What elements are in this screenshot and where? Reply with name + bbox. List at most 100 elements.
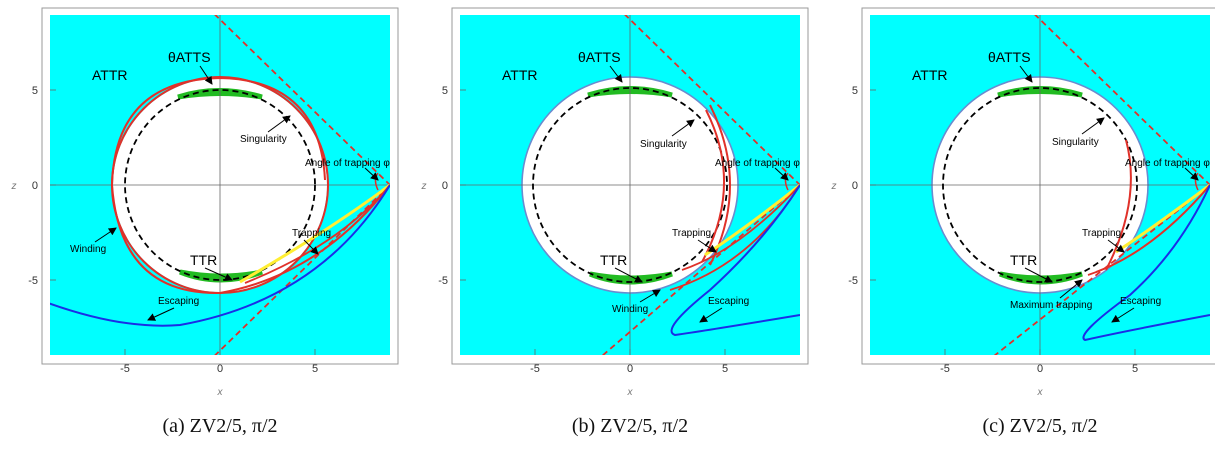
frame-outer bbox=[451, 7, 809, 365]
x-tick-label: 0 bbox=[627, 363, 633, 375]
singularity-circle bbox=[124, 89, 316, 281]
max-trapping-orbit bbox=[1087, 184, 1210, 276]
escaping-orbit bbox=[50, 184, 390, 327]
plot-b: -5 0 5 5 0 -5 x z ATTR θATTS Singularity… bbox=[421, 7, 809, 398]
z-tick-label: 0 bbox=[32, 180, 38, 192]
label-theta-atts: θATTS bbox=[578, 49, 621, 65]
z-tick-label: -5 bbox=[438, 275, 448, 287]
z-tick-label: 5 bbox=[442, 85, 448, 97]
label-attr: ATTR bbox=[912, 67, 948, 83]
trapping-line-upper bbox=[624, 15, 800, 186]
x-axis-label: x bbox=[627, 387, 634, 398]
caption-c: (c) ZV2/5, π/2 bbox=[982, 415, 1098, 437]
ticks bbox=[50, 89, 316, 355]
label-theta-atts: θATTS bbox=[988, 49, 1031, 65]
x-tick-label: -5 bbox=[940, 363, 950, 375]
arrow-winding bbox=[94, 227, 117, 243]
arrow-theta-atts bbox=[1019, 65, 1033, 83]
label-attr: ATTR bbox=[502, 67, 538, 83]
arrow-escaping bbox=[147, 307, 175, 321]
escaping-orbit bbox=[1082, 184, 1210, 342]
trapping-line-lower bbox=[601, 184, 800, 355]
label-ttr: TTR bbox=[600, 252, 627, 268]
trapping-line-upper bbox=[1034, 15, 1210, 186]
x-tick-label: 0 bbox=[1037, 363, 1043, 375]
arrow-angle bbox=[364, 167, 379, 181]
trapping-arc-inner bbox=[701, 109, 726, 263]
arrow-theta-atts bbox=[609, 65, 623, 83]
label-escaping: Escaping bbox=[158, 296, 199, 307]
z-axis-label: z bbox=[421, 181, 427, 192]
label-escaping: Escaping bbox=[1120, 296, 1161, 307]
z-axis-label: z bbox=[11, 181, 17, 192]
trapping-orbit-red bbox=[244, 184, 390, 284]
arrow-trapping bbox=[303, 239, 319, 255]
z-tick-label: 0 bbox=[852, 180, 858, 192]
arrow-singularity bbox=[1081, 117, 1105, 135]
trapping-arc bbox=[1105, 139, 1132, 271]
x-tick-label: 5 bbox=[1132, 363, 1138, 375]
z-tick-label: -5 bbox=[28, 275, 38, 287]
plot-a: -5 0 5 5 0 -5 x z ATTR θATTS Singularity… bbox=[11, 7, 399, 398]
label-trapping: Trapping bbox=[672, 228, 711, 239]
caption-b: (b) ZV2/5, π/2 bbox=[571, 415, 689, 437]
arrow-trapping bbox=[697, 239, 717, 253]
panel-b: -5 0 5 5 0 -5 x z ATTR θATTS Singularity… bbox=[410, 0, 810, 400]
singularity-circle bbox=[532, 87, 728, 283]
ticks bbox=[460, 89, 726, 355]
label-singularity: Singularity bbox=[1052, 137, 1099, 148]
label-ttr: TTR bbox=[1010, 252, 1037, 268]
singularity-circle bbox=[942, 87, 1138, 283]
x-axis-label: x bbox=[1037, 387, 1044, 398]
x-tick-label: 5 bbox=[312, 363, 318, 375]
arrow-escaping bbox=[699, 307, 723, 323]
arrow-ttr bbox=[1024, 267, 1053, 283]
arrow-ttr bbox=[614, 267, 643, 283]
z-tick-label: -5 bbox=[848, 275, 858, 287]
ticks bbox=[870, 89, 1136, 355]
z-tick-label: 5 bbox=[32, 85, 38, 97]
arrow-ttr bbox=[204, 267, 233, 281]
label-escaping: Escaping bbox=[708, 296, 749, 307]
label-winding: Winding bbox=[612, 304, 648, 315]
z-tick-label: 5 bbox=[852, 85, 858, 97]
z-axis-label: z bbox=[831, 181, 837, 192]
label-trapping: Trapping bbox=[292, 228, 331, 239]
frame-outer bbox=[861, 7, 1215, 365]
escaping-orbit bbox=[670, 184, 800, 337]
panel-c: -5 0 5 5 0 -5 x z ATTR θATTS Singularity… bbox=[820, 0, 1215, 400]
frame-outer bbox=[41, 7, 399, 365]
arrow-singularity bbox=[267, 115, 291, 133]
arrow-trapping bbox=[1107, 239, 1125, 253]
plot-c: -5 0 5 5 0 -5 x z ATTR θATTS Singularity… bbox=[831, 7, 1215, 398]
winding-orbit bbox=[110, 76, 390, 295]
label-winding: Winding bbox=[70, 244, 106, 255]
label-attr: ATTR bbox=[92, 67, 128, 83]
arrow-angle bbox=[1184, 167, 1199, 181]
label-singularity: Singularity bbox=[240, 134, 287, 145]
arrow-theta-atts bbox=[199, 65, 213, 85]
x-axis-label: x bbox=[217, 387, 224, 398]
label-ttr: TTR bbox=[190, 252, 217, 268]
label-angle: Angle of trapping φ bbox=[715, 158, 800, 169]
label-max-trapping: Maximum trapping bbox=[1010, 300, 1092, 311]
label-singularity: Singularity bbox=[640, 139, 687, 150]
caption-a: (a) ZV2/5, π/2 bbox=[162, 415, 278, 437]
arrow-escaping bbox=[1111, 307, 1135, 323]
trapping-line-lower bbox=[993, 184, 1210, 355]
label-theta-atts: θATTS bbox=[168, 49, 211, 65]
label-angle: Angle of trapping φ bbox=[305, 158, 390, 169]
trapping-line-upper bbox=[214, 15, 390, 186]
z-tick-label: 0 bbox=[442, 180, 448, 192]
arrow-winding bbox=[639, 289, 661, 303]
x-tick-label: 0 bbox=[217, 363, 223, 375]
arrow-singularity bbox=[671, 119, 695, 137]
label-angle: Angle of trapping φ bbox=[1125, 158, 1210, 169]
arrow-max-trapping bbox=[1059, 279, 1083, 299]
label-trapping: Trapping bbox=[1082, 228, 1121, 239]
x-tick-label: -5 bbox=[530, 363, 540, 375]
panel-a: -5 0 5 5 0 -5 x z ATTR θATTS Singularity… bbox=[0, 0, 400, 400]
x-tick-label: -5 bbox=[120, 363, 130, 375]
trapping-orbit-yellow bbox=[239, 183, 390, 284]
arrow-angle bbox=[774, 167, 789, 181]
